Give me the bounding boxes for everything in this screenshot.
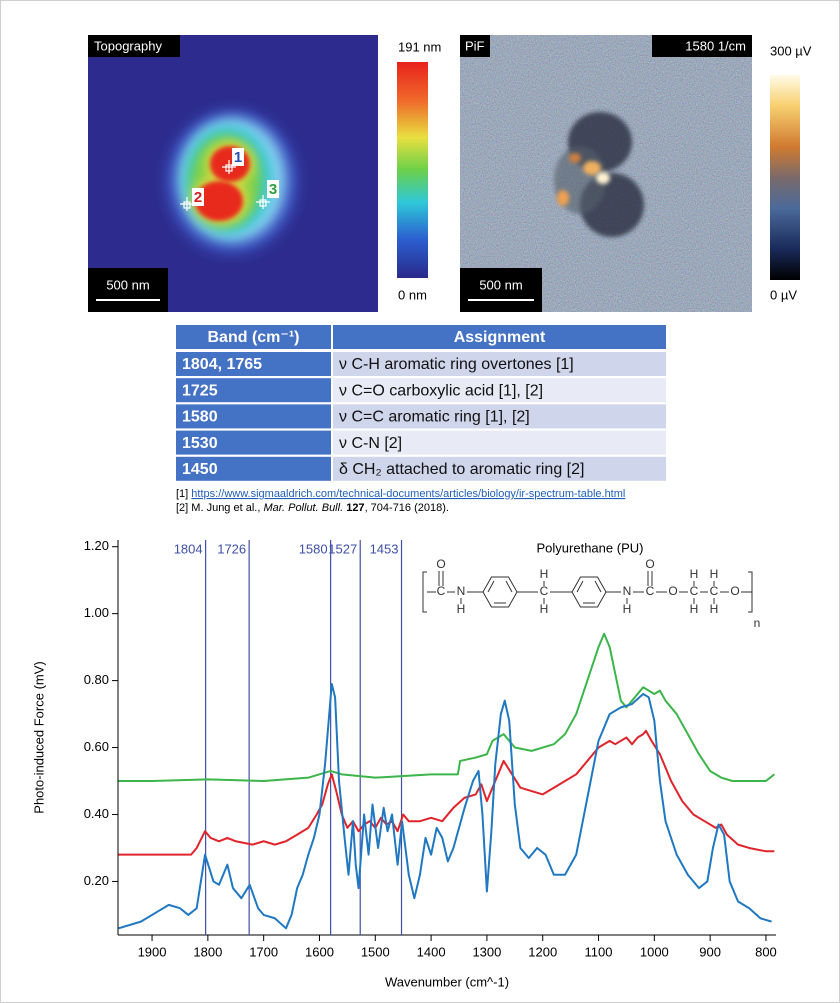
atom: C [646,584,655,598]
marker-label: 3 [269,181,277,198]
band-line-label: 1804 [174,541,203,556]
colorbar [397,62,428,278]
colorbar-max: 300 µV [770,43,812,58]
x-tick-label: 1400 [417,944,446,959]
y-tick-label: 0.80 [84,672,109,687]
y-tick-label: 0.40 [84,806,109,821]
band-text: 1530 [182,435,218,452]
image-label: PiF [465,38,485,53]
image-label: Topography [94,38,162,53]
atom: N [457,584,466,598]
x-axis-label: Wavenumber (cm^-1) [385,974,509,989]
atom: N [623,584,632,598]
atom: H [710,602,719,616]
ref-number: [1] [176,488,191,500]
atom: O [645,557,654,571]
atom: H [457,602,466,616]
atom: O [730,584,739,598]
atom: O [436,557,445,571]
reference: [1] https://www.sigmaaldrich.com/technic… [176,488,625,500]
ref-journal: Mar. Pollut. Bull. [263,502,343,514]
band-line-label: 1726 [217,541,246,556]
ref-link[interactable]: https://www.sigmaaldrich.com/technical-d… [191,488,625,500]
y-tick-label: 1.00 [84,605,109,620]
x-tick-label: 1100 [585,944,613,959]
atom: H [690,567,699,581]
marker-label: 2 [194,189,202,206]
band-text: 1580 [182,409,218,426]
atom: C [690,584,699,598]
image-tag: 1580 1/cm [685,38,746,53]
x-tick-label: 1500 [361,944,390,959]
x-tick-label: 1800 [193,944,222,959]
ref-volume: 127 [343,502,364,514]
colorbar-min: 0 nm [398,287,427,302]
atom: n [754,616,761,630]
assignment-text: ν C-N [2] [339,435,402,452]
band-text: 1725 [182,382,218,399]
figure: 1 2 3 Topography 500 nm 191 nm 0 nm PiF … [0,0,840,1003]
atom: C [540,584,549,598]
band-text: 1450 [182,461,218,478]
ref-number: [2] [176,502,191,514]
x-tick-label: 1900 [138,944,167,959]
assignment-text: ν C=O carboxylic acid [1], [2] [339,382,543,399]
y-tick-label: 0.20 [84,873,109,888]
atom: H [710,567,719,581]
assignment-text: ν C=C aromatic ring [1], [2] [339,409,530,426]
reference: [2] M. Jung et al., Mar. Pollut. Bull. 1… [176,502,449,514]
header-text: Assignment [454,329,546,346]
x-tick-label: 1600 [305,944,334,959]
band-line-label: 1527 [328,541,357,556]
ref-rest: , 704-716 (2018). [365,502,449,514]
scalebar-label: 500 nm [479,277,522,292]
x-tick-label: 800 [755,944,777,959]
x-tick-label: 1300 [472,944,501,959]
structure-title: Polyurethane (PU) [537,540,644,555]
y-tick-label: 1.20 [84,538,109,553]
atom: O [668,584,677,598]
atom: H [623,602,632,616]
scalebar-label: 500 nm [106,277,149,292]
marker-label: 1 [234,149,242,166]
colorbar [770,75,800,280]
y-tick-label: 0.60 [84,739,109,754]
x-tick-label: 900 [699,944,721,959]
assignment-text: δ CH₂ attached to aromatic ring [2] [339,461,584,478]
atom: C [437,584,446,598]
atom: H [540,567,549,581]
x-tick-label: 1000 [640,944,669,959]
band-line-label: 1580 [299,541,328,556]
colorbar-max: 191 nm [398,39,441,54]
atom: C [710,584,719,598]
band-line-label: 1453 [370,541,399,556]
header-text: Band (cm⁻¹) [208,329,300,346]
band-text: 1804, 1765 [182,356,262,373]
assignment-text: ν C-H aromatic ring overtones [1] [339,356,574,373]
ref-authors: M. Jung et al., [191,502,263,514]
colorbar-min: 0 µV [770,287,797,302]
x-tick-label: 1200 [528,944,557,959]
y-axis-label: Photo-induced Force (mV) [31,661,46,813]
x-tick-label: 1700 [249,944,278,959]
atom: H [690,602,699,616]
atom: H [540,602,549,616]
